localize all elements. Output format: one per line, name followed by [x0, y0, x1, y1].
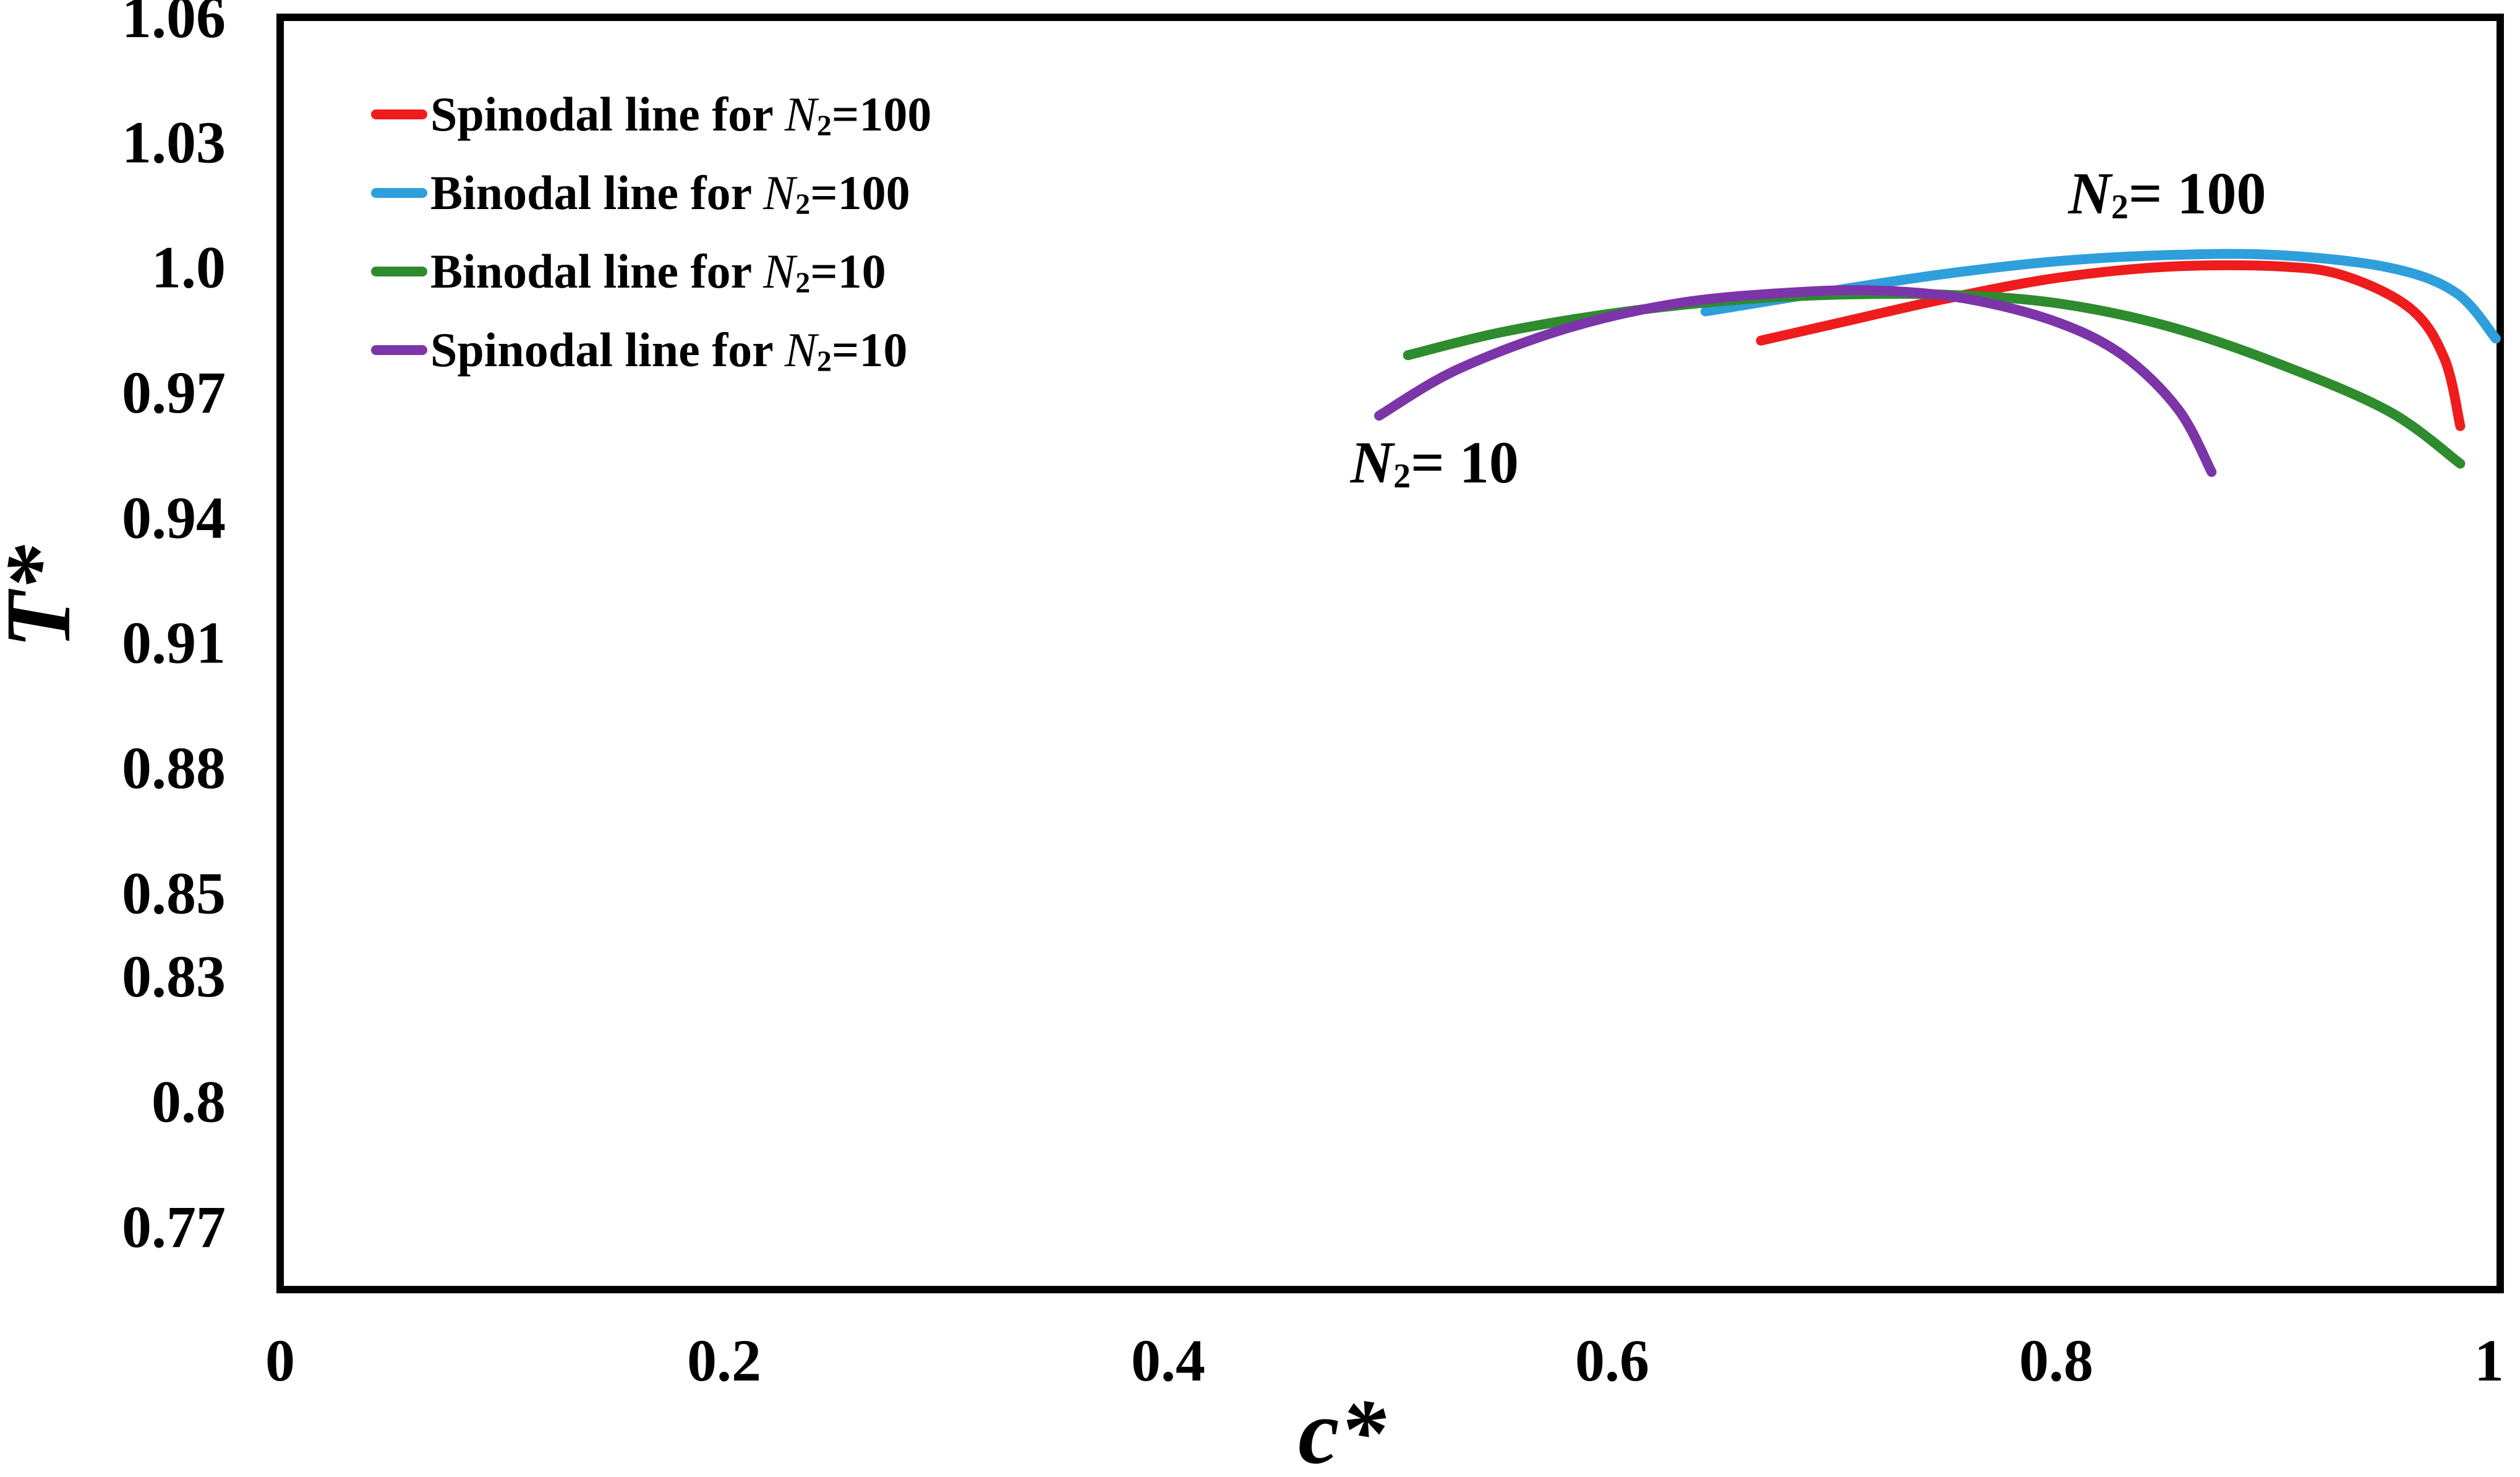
y-tick-label: 1.0: [152, 234, 226, 301]
legend-label: Spinodal line for N2=100: [430, 87, 931, 142]
y-tick-label: 0.77: [122, 1194, 226, 1260]
series-lines: [1374, 249, 2501, 477]
x-tick-label: 0: [265, 1327, 295, 1394]
y-tick-label: 0.8: [152, 1069, 226, 1135]
y-tick-label: 0.94: [122, 484, 226, 550]
y-tick-label: 0.85: [122, 860, 226, 926]
x-tick-label: 0.6: [1575, 1327, 1649, 1394]
x-tick-label: 0.8: [2019, 1327, 2093, 1394]
x-tick-labels: 0 0.2 0.4 0.6 0.8 1: [265, 1327, 2504, 1394]
legend-label: Binodal line for N2=100: [430, 166, 910, 221]
x-axis-title: c*: [1298, 1381, 1386, 1477]
x-tick-label: 1: [2474, 1327, 2504, 1394]
x-tick-label: 0.4: [1131, 1327, 1205, 1394]
series-annotation: N2= 100: [2067, 160, 2266, 226]
annotations: N2= 100 N2= 10: [1350, 160, 2266, 495]
y-tick-label: 1.06: [122, 0, 226, 50]
x-tick-label: 0.2: [687, 1327, 761, 1394]
legend: Spinodal line for N2=100 Binodal line for…: [371, 87, 931, 378]
plot-frame: [276, 14, 2504, 1293]
series-annotation: N2= 10: [1350, 429, 1519, 495]
y-tick-labels: 0.77 0.8 0.83 0.85 0.88 0.91 0.94 0.97 1.0 1.03 1.…: [122, 0, 226, 1260]
y-tick-label: 0.88: [122, 735, 226, 801]
series-line-3: [1403, 288, 2466, 469]
y-axis-title: T*: [0, 545, 90, 649]
y-tick-label: 0.83: [122, 943, 226, 1009]
y-tick-label: 0.97: [122, 359, 226, 426]
series-line-4: [1374, 285, 2217, 477]
y-tick-label: 0.91: [122, 610, 226, 676]
legend-label: Spinodal line for N2=10: [430, 323, 907, 378]
legend-label: Binodal line for N2=10: [430, 244, 886, 299]
series-line-1: [1756, 260, 2466, 431]
y-tick-label: 1.03: [122, 109, 226, 175]
